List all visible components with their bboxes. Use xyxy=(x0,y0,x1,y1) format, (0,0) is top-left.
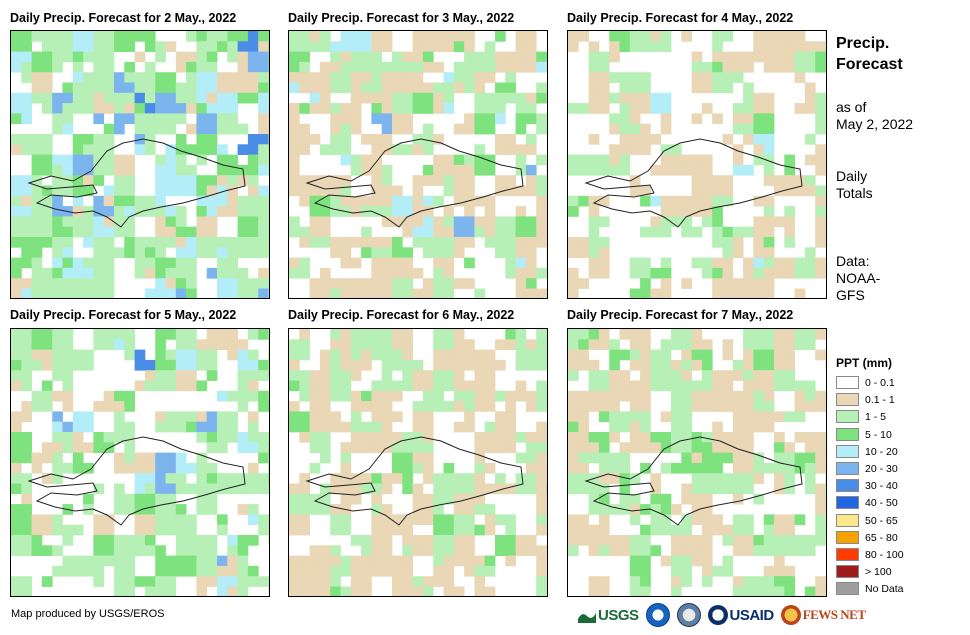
legend-label: 40 - 50 xyxy=(865,497,898,510)
data-source-line2: NOAA- xyxy=(836,270,881,286)
legend-label: 5 - 10 xyxy=(865,428,892,441)
precip-field xyxy=(568,31,826,298)
legend-item: 80 - 100 xyxy=(836,548,904,562)
legend-item: 5 - 10 xyxy=(836,427,892,442)
legend-label: 50 - 65 xyxy=(865,514,898,527)
fewsnet-logo: FEWS NET xyxy=(780,605,866,625)
usaid-seal-icon xyxy=(707,605,728,625)
logo-strip: USGS USAID FEWS NET xyxy=(578,602,866,628)
legend-item: 0 - 0.1 xyxy=(836,376,895,390)
panel-title-4: Daily Precip. Forecast for 5 May., 2022 xyxy=(10,308,237,322)
island-outline xyxy=(305,436,524,526)
doi-seal-icon xyxy=(676,603,701,627)
map-panel-1 xyxy=(10,30,270,299)
legend-item: 1 - 5 xyxy=(836,410,886,424)
legend-swatch xyxy=(836,582,859,596)
panel-title-5: Daily Precip. Forecast for 6 May., 2022 xyxy=(288,308,515,322)
credit-text: Map produced by USGS/EROS xyxy=(11,608,165,620)
precip-field xyxy=(289,31,547,298)
legend-item: 10 - 20 xyxy=(836,444,898,459)
legend-label: 1 - 5 xyxy=(865,411,887,424)
panel-title-3: Daily Precip. Forecast for 4 May., 2022 xyxy=(567,11,794,25)
legend-swatch xyxy=(836,393,859,407)
sidebar-title: Precip. Forecast xyxy=(836,33,903,75)
legend-swatch xyxy=(836,565,859,579)
sidebar-title-line2: Forecast xyxy=(836,56,903,73)
data-source: Data: NOAA- GFS xyxy=(836,253,880,304)
usgs-logo: USGS xyxy=(578,607,639,624)
precip-field xyxy=(568,329,826,596)
legend-label: 20 - 30 xyxy=(865,463,898,475)
legend-swatch xyxy=(836,444,859,458)
island-outline xyxy=(584,436,803,526)
legend-label: 65 - 80 xyxy=(865,531,898,544)
precip-field xyxy=(289,329,547,596)
panel-title-6: Daily Precip. Forecast for 7 May., 2022 xyxy=(567,308,794,322)
as-of-value: May 2, 2022 xyxy=(836,116,914,132)
map-panel-4 xyxy=(10,328,270,597)
island-outline xyxy=(584,138,803,228)
legend-item: 40 - 50 xyxy=(836,496,898,510)
legend-item: 50 - 65 xyxy=(836,513,898,528)
legend-swatch xyxy=(836,496,859,510)
usgs-wave-icon xyxy=(578,613,596,623)
legend-label: No Data xyxy=(865,583,904,596)
noaa-logo-icon xyxy=(645,603,670,627)
totals-line1: Daily xyxy=(836,168,868,184)
data-source-line3: GFS xyxy=(836,287,865,303)
totals-label: Daily Totals xyxy=(836,168,873,202)
legend-swatch xyxy=(836,548,859,561)
island-outline xyxy=(27,436,246,526)
legend-label: 30 - 40 xyxy=(865,480,898,493)
precip-field xyxy=(11,31,269,298)
island-outline xyxy=(27,138,246,228)
legend-item: 20 - 30 xyxy=(836,462,898,476)
totals-line2: Totals xyxy=(836,185,873,201)
fewsnet-wordmark: FEWS NET xyxy=(802,607,866,622)
data-source-line1: Data: xyxy=(836,253,870,269)
as-of-date: as of May 2, 2022 xyxy=(836,99,913,133)
legend-item: 65 - 80 xyxy=(836,530,898,545)
island-outline xyxy=(305,138,524,228)
legend-label: 0 - 0.1 xyxy=(865,377,895,389)
legend-item: No Data xyxy=(836,582,904,596)
legend-item: 0.1 - 1 xyxy=(836,393,895,407)
map-panel-5 xyxy=(288,328,548,597)
fewsnet-globe-icon xyxy=(780,605,801,625)
map-panel-2 xyxy=(288,30,548,299)
usaid-logo: USAID xyxy=(707,605,775,625)
usaid-wordmark: USAID xyxy=(729,606,775,624)
legend-title: PPT (mm) xyxy=(836,356,893,370)
sidebar-title-line1: Precip. xyxy=(836,35,890,52)
legend-label: 80 - 100 xyxy=(865,549,904,561)
legend-swatch xyxy=(836,376,859,389)
map-panel-3 xyxy=(567,30,827,299)
legend-label: > 100 xyxy=(865,566,892,579)
legend-item: > 100 xyxy=(836,565,892,579)
legend-label: 0.1 - 1 xyxy=(865,394,895,407)
usgs-wordmark: USGS xyxy=(598,606,639,624)
legend-label: 10 - 20 xyxy=(865,445,898,458)
panel-title-2: Daily Precip. Forecast for 3 May., 2022 xyxy=(288,11,515,25)
legend-swatch xyxy=(836,427,859,441)
precip-field xyxy=(11,329,269,596)
legend-swatch xyxy=(836,513,859,527)
legend-swatch xyxy=(836,530,859,544)
legend-swatch xyxy=(836,479,859,493)
as-of-label: as of xyxy=(836,99,867,115)
legend-item: 30 - 40 xyxy=(836,479,898,493)
legend-swatch xyxy=(836,462,859,475)
panel-title-1: Daily Precip. Forecast for 2 May., 2022 xyxy=(10,11,237,25)
legend-swatch xyxy=(836,410,859,424)
map-panel-6 xyxy=(567,328,827,597)
